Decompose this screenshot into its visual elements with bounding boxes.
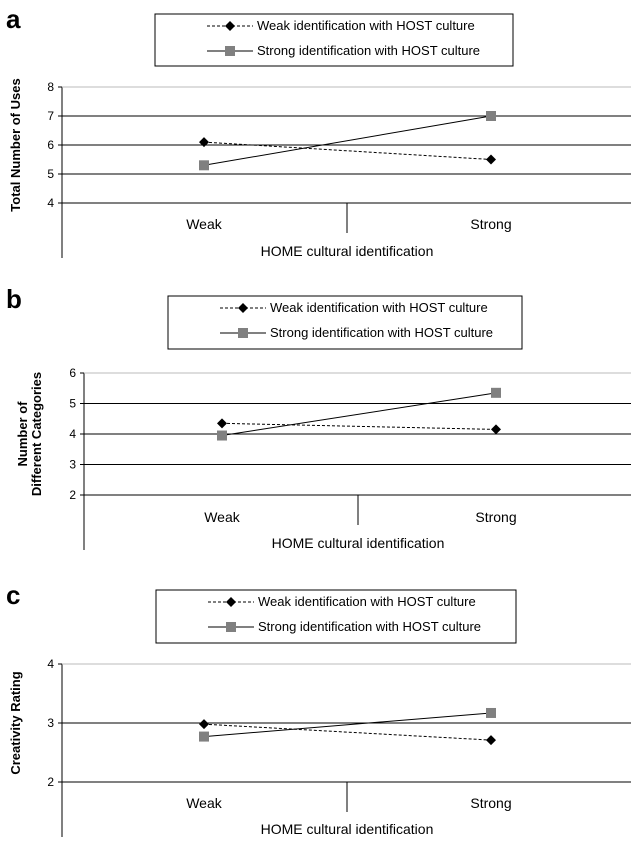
chart-panel-a: a Weak identification with HOST culture St… (6, 4, 631, 259)
series-weak-line (221, 422, 497, 430)
series-strong-line (203, 712, 492, 738)
y-tick-label: 3 (47, 716, 54, 730)
y-axis-label: Creativity Rating (8, 671, 23, 774)
legend-strong-marker (238, 328, 248, 338)
legend: Weak identification with HOST culture Str… (154, 13, 514, 67)
series-weak-point (199, 719, 209, 730)
legend: Weak identification with HOST culture Str… (167, 295, 523, 350)
y-tick-label: 4 (69, 427, 76, 441)
panel-letter: b (6, 284, 22, 314)
legend-weak-marker (238, 303, 248, 313)
x-axis-label: HOME cultural identification (261, 243, 434, 259)
y-axis-label: Total Number of Uses (8, 78, 23, 211)
x-category-label: Strong (470, 795, 511, 811)
legend-weak-label: Weak identification with HOST culture (270, 300, 488, 315)
legend-box (167, 295, 523, 350)
series-strong-point (486, 111, 496, 121)
x-axis-label: HOME cultural identification (272, 535, 445, 551)
y-tick-label: 5 (69, 397, 76, 411)
panel-letter: c (6, 580, 20, 610)
x-category-label: Strong (470, 216, 511, 232)
series-strong-line (203, 115, 492, 166)
series-weak-point (486, 154, 496, 165)
y-tick-label: 4 (47, 657, 54, 671)
series-weak-line (203, 141, 492, 160)
chart-panel-b: b Weak identification with HOST culture St… (6, 284, 631, 551)
legend-strong-label: Strong identification with HOST culture (257, 43, 480, 58)
series-strong-point (491, 387, 501, 398)
legend-strong-marker (226, 622, 236, 632)
legend-weak-label: Weak identification with HOST culture (258, 594, 476, 609)
y-tick-label: 2 (47, 775, 54, 789)
series-strong-point (199, 731, 209, 742)
legend-weak-marker (225, 21, 235, 31)
legend-strong-label: Strong identification with HOST culture (270, 325, 493, 340)
series-strong-point (199, 160, 209, 171)
x-axis-label: HOME cultural identification (261, 821, 434, 837)
series-strong-point (217, 430, 227, 441)
legend-strong-label: Strong identification with HOST culture (258, 619, 481, 634)
y-tick-label: 8 (47, 80, 54, 94)
series-weak-point (491, 424, 501, 435)
x-category-label: Weak (204, 509, 241, 525)
legend-strong-marker (225, 46, 235, 56)
y-tick-label: 2 (69, 488, 76, 502)
legend: Weak identification with HOST culture Str… (155, 589, 517, 644)
chart-panel-c: c Weak identification with HOST culture St… (6, 580, 631, 837)
series-weak-point (199, 137, 209, 148)
x-category-label: Weak (186, 216, 223, 232)
series-strong-line (221, 392, 497, 437)
y-tick-label: 7 (47, 109, 54, 123)
y-axis-label: Number ofDifferent Categories (15, 372, 44, 496)
series-strong-point (486, 707, 496, 718)
x-category-label: Strong (475, 509, 516, 525)
series-weak-line (203, 723, 492, 741)
y-tick-label: 6 (69, 366, 76, 380)
legend-weak-marker (226, 597, 236, 607)
x-category-label: Weak (186, 795, 223, 811)
y-tick-label: 5 (47, 167, 54, 181)
series-weak-point (217, 418, 227, 429)
y-tick-label: 6 (47, 138, 54, 152)
legend-box (154, 13, 514, 67)
y-tick-label: 4 (47, 196, 54, 210)
legend-box (155, 589, 517, 644)
y-tick-label: 3 (69, 458, 76, 472)
panel-letter: a (6, 4, 21, 34)
series-weak-point (486, 735, 496, 746)
legend-weak-label: Weak identification with HOST culture (257, 18, 475, 33)
